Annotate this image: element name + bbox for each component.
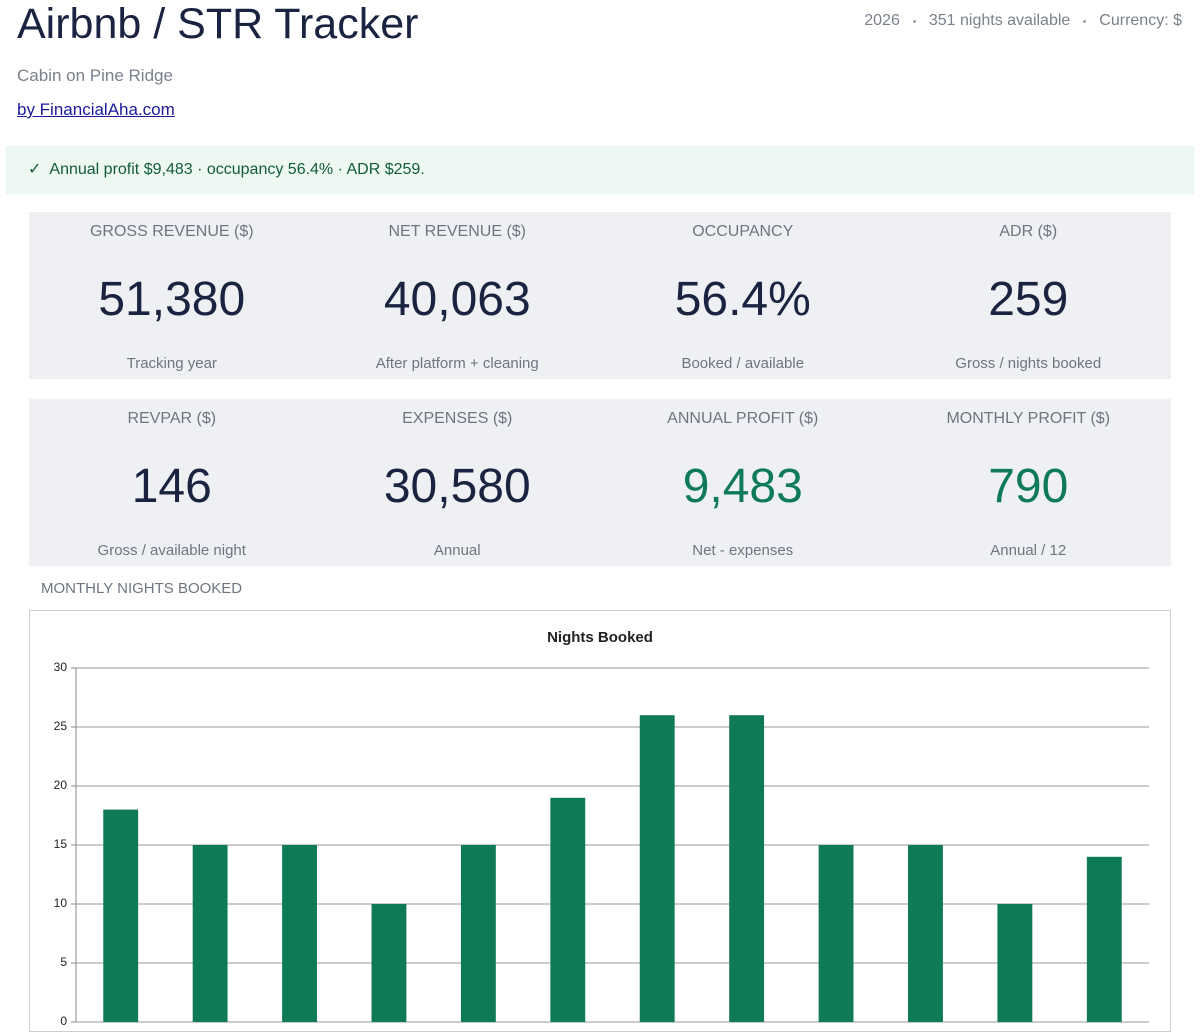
meta-item: 2026 <box>864 12 900 29</box>
kpi-row: REVPAR ($) 146 Gross / available night EXPE… <box>29 399 1171 566</box>
y-tick-label: 25 <box>54 719 68 733</box>
bar <box>282 845 317 1022</box>
bar <box>550 797 586 1022</box>
kpi-value: 51,380 <box>98 273 246 326</box>
kpi-note: Annual <box>433 542 481 559</box>
bar <box>997 904 1033 1022</box>
kpi-card: ADR ($) 259 Gross / nights booked <box>886 212 1172 379</box>
y-tick-label: 20 <box>54 778 68 792</box>
meta-item: Currency: $ <box>1099 12 1182 29</box>
kpi-value: 146 <box>131 460 212 513</box>
kpi-value: 9,483 <box>682 460 803 513</box>
kpi-value: 30,580 <box>383 460 531 513</box>
y-tick-label: 0 <box>60 1014 67 1028</box>
kpi-card: ANNUAL PROFIT ($) 9,483 Net - expenses <box>600 399 886 566</box>
bar <box>371 904 407 1022</box>
bar <box>639 715 675 1022</box>
bar <box>192 845 228 1022</box>
bar <box>460 845 496 1022</box>
chart-title: Nights Booked <box>547 629 653 646</box>
kpi-label: EXPENSES ($) <box>402 410 513 427</box>
kpi-card: REVPAR ($) 146 Gross / available night <box>29 399 315 566</box>
kpi-card: MONTHLY PROFIT ($) 790 Annual / 12 <box>886 399 1172 566</box>
bar <box>1086 856 1122 1022</box>
kpi-note: Booked / available <box>681 355 805 372</box>
bar <box>818 845 854 1022</box>
kpi-note: After platform + cleaning <box>375 355 539 372</box>
kpi-label: ANNUAL PROFIT ($) <box>667 410 819 427</box>
bar <box>908 845 943 1022</box>
y-tick-label: 5 <box>60 955 67 969</box>
meta: 2026 351 nights available Currency: $ <box>864 12 1182 30</box>
kpi-value: 56.4% <box>674 273 811 326</box>
kpi-note: Tracking year <box>126 355 217 372</box>
kpi-note: Gross / available night <box>97 542 246 559</box>
kpi-label: NET REVENUE ($) <box>388 223 526 240</box>
link[interactable]: by FinancialAha.com <box>17 100 175 119</box>
kpi-value: 790 <box>988 460 1069 513</box>
kpi-row: GROSS REVENUE ($) 51,380 Tracking year NET … <box>29 212 1171 379</box>
bar <box>103 809 139 1022</box>
chart: Nights Booked 0 5 10 15 20 25 30 <box>54 629 1149 1028</box>
kpi-card: NET REVENUE ($) 40,063 After platform + cl… <box>315 212 601 379</box>
y-tick-label: 10 <box>54 896 68 910</box>
kpi-label: MONTHLY PROFIT ($) <box>946 410 1111 427</box>
kpi-value: 40,063 <box>383 273 531 326</box>
separator <box>912 19 916 23</box>
separator <box>1083 19 1087 23</box>
page: Airbnb / STR Tracker 2026 351 nights ava… <box>6 0 1194 1032</box>
chart-box: Nights Booked 0 5 10 15 20 25 30 <box>29 610 1171 1032</box>
kpi-value: 259 <box>988 273 1069 326</box>
kpi-label: REVPAR ($) <box>127 410 217 427</box>
page-title: Airbnb / STR Tracker <box>17 0 419 48</box>
kpi-label: GROSS REVENUE ($) <box>89 223 254 240</box>
kpi-card: GROSS REVENUE ($) 51,380 Tracking year <box>29 212 315 379</box>
bar <box>729 715 765 1022</box>
banner: ✓ Annual profit $9,483 · occupancy 56.4%… <box>6 146 1194 194</box>
y-tick-label: 30 <box>54 660 68 674</box>
kpi-card: EXPENSES ($) 30,580 Annual <box>315 399 601 566</box>
kpi-note: Annual / 12 <box>990 542 1067 559</box>
section-label: MONTHLY NIGHTS BOOKED <box>41 580 243 597</box>
subtitle: Cabin on Pine Ridge <box>17 66 173 85</box>
y-tick-label: 15 <box>54 837 68 851</box>
kpi-card: OCCUPANCY 56.4% Booked / available <box>600 212 886 379</box>
kpi-note: Net - expenses <box>692 542 794 559</box>
meta-item: 351 nights available <box>928 12 1071 29</box>
kpi-label: OCCUPANCY <box>692 223 794 240</box>
kpi-label: ADR ($) <box>999 223 1058 240</box>
kpi-note: Gross / nights booked <box>955 355 1102 372</box>
